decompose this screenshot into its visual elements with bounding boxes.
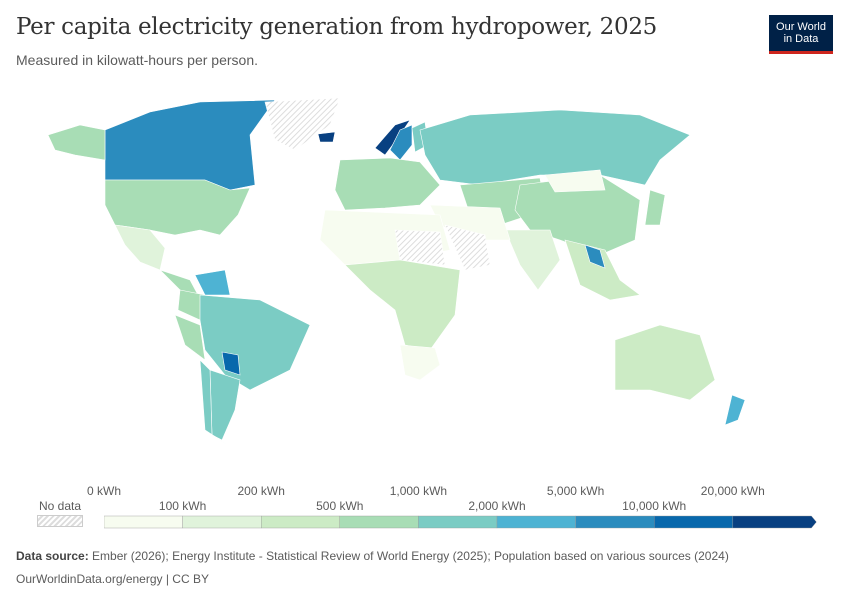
country-india[interactable] (504, 229, 561, 291)
world-map[interactable] (0, 90, 850, 460)
legend-no-data-swatch (37, 515, 83, 527)
country-canada[interactable] (104, 99, 276, 191)
country-arabia[interactable] (444, 224, 491, 271)
country-southeast-asia[interactable] (564, 239, 641, 301)
country-greenland[interactable] (264, 97, 341, 151)
owid-logo[interactable]: Our World in Data (769, 15, 833, 54)
legend-tick-label: 20,000 kWh (700, 484, 765, 498)
legend-bin-4[interactable] (418, 515, 498, 529)
data-source: Data source: Ember (2026); Energy Instit… (16, 549, 729, 563)
source-label: Data source: (16, 549, 89, 563)
legend-tick-label: 5,000 kWh (546, 484, 605, 498)
legend-bin-5[interactable] (496, 515, 576, 529)
country-united-states[interactable] (104, 179, 251, 236)
legend-tick-label: 100 kWh (158, 499, 207, 513)
country-southern-africa[interactable] (399, 344, 441, 381)
country-australia[interactable] (614, 324, 716, 401)
legend-bin-7[interactable] (654, 515, 734, 529)
legend-tick-label: 2,000 kWh (468, 499, 526, 513)
legend-tick-label: 1,000 kWh (389, 484, 448, 498)
country-venezuela[interactable] (194, 269, 231, 296)
country-paraguay[interactable] (221, 351, 241, 376)
source-url[interactable]: OurWorldinData.org/energy | CC BY (16, 572, 209, 586)
country-russia[interactable] (419, 109, 691, 186)
country-laos[interactable] (584, 244, 606, 269)
source-text: Ember (2026); Energy Institute - Statist… (92, 549, 729, 563)
country-sweden[interactable] (389, 124, 413, 161)
country-central-africa[interactable] (344, 259, 461, 351)
country-new-zealand[interactable] (724, 394, 746, 426)
legend-bin-0[interactable] (104, 515, 183, 529)
country-central-america[interactable] (159, 269, 199, 296)
logo-line-1: Our World (776, 21, 826, 33)
legend-color-bar (104, 515, 817, 529)
country-mongolia[interactable] (544, 169, 606, 193)
country-japan[interactable] (644, 189, 666, 226)
country-alaska[interactable] (47, 124, 106, 161)
country-peru[interactable] (174, 314, 206, 361)
legend-bin-2[interactable] (260, 515, 340, 529)
chart-title: Per capita electricity generation from h… (16, 14, 658, 40)
country-norway[interactable] (374, 119, 411, 156)
chart-subtitle: Measured in kilowatt-hours per person. (16, 52, 259, 68)
legend-bin-1[interactable] (182, 515, 262, 529)
country-chile[interactable] (199, 359, 229, 446)
logo-line-2: in Data (783, 33, 819, 45)
country-argentina[interactable] (209, 369, 241, 441)
country-sahel[interactable] (394, 229, 446, 266)
country-iceland[interactable] (317, 131, 336, 143)
legend-tick-label: 10,000 kWh (622, 499, 687, 513)
legend-tick-label: 200 kWh (237, 484, 285, 498)
legend-bin-6[interactable] (575, 515, 655, 529)
legend-bin-8[interactable] (732, 515, 817, 529)
legend-tick-label: 0 kWh (86, 484, 122, 498)
legend-tick-label: 500 kWh (316, 499, 364, 513)
legend-bin-3[interactable] (339, 515, 419, 529)
country-western-europe[interactable] (334, 157, 441, 211)
legend-no-data-label: No data (38, 499, 82, 513)
